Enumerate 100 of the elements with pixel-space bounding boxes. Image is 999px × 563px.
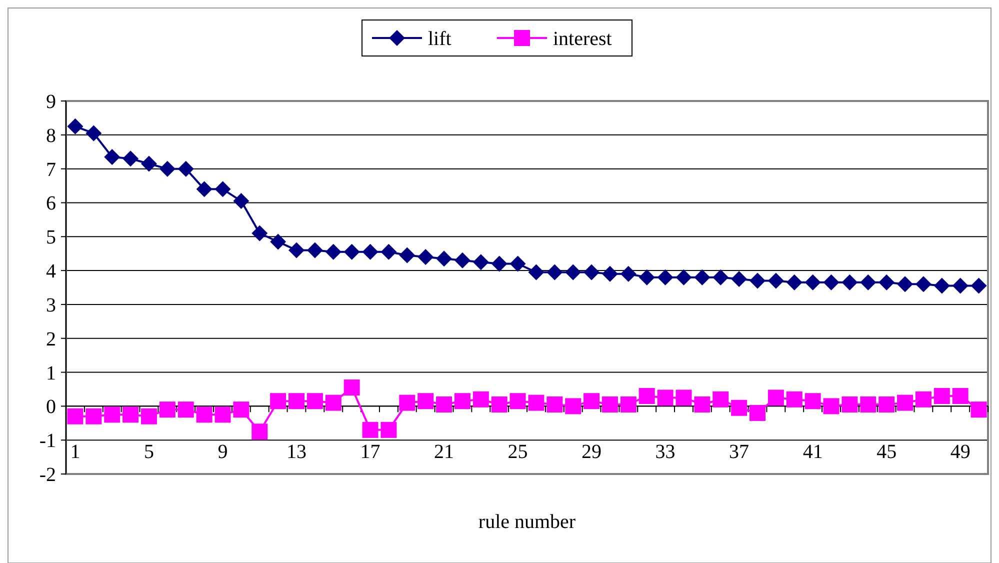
point (362, 244, 378, 260)
point (878, 396, 895, 412)
point (306, 242, 323, 258)
point (288, 393, 304, 410)
point (233, 193, 250, 210)
point (270, 393, 286, 410)
point (823, 274, 840, 290)
point (491, 256, 508, 272)
x-tick-label: 37 (729, 441, 750, 464)
point (140, 156, 157, 172)
point (842, 396, 858, 412)
point (786, 274, 802, 290)
point (454, 393, 470, 410)
y-tick-label: 0 (46, 396, 56, 418)
point (768, 390, 784, 406)
x-tick-label: 41 (802, 441, 823, 464)
point (657, 269, 674, 286)
point (657, 390, 674, 406)
point (122, 150, 139, 167)
point (897, 276, 914, 292)
point (768, 272, 784, 289)
point (731, 271, 748, 288)
x-tick-label: 45 (876, 441, 897, 464)
point (712, 269, 729, 286)
point (418, 248, 434, 265)
point (344, 244, 360, 260)
point (510, 393, 526, 410)
point (952, 278, 968, 294)
point (436, 396, 452, 412)
point (159, 402, 176, 418)
x-tick-label: 17 (360, 441, 380, 464)
point (104, 148, 120, 165)
point (86, 408, 102, 424)
legend-label: interest (553, 28, 612, 50)
point (676, 390, 692, 406)
point (528, 264, 544, 280)
point (823, 398, 840, 414)
point (712, 391, 729, 408)
point (380, 244, 397, 260)
y-tick-label: 3 (46, 294, 56, 316)
point (196, 406, 212, 423)
x-tick-label: 33 (655, 441, 676, 464)
point (970, 402, 987, 418)
point (325, 394, 342, 411)
point (602, 266, 618, 282)
point (565, 398, 582, 414)
point (418, 393, 434, 410)
point (915, 276, 932, 292)
point (952, 388, 968, 404)
point (196, 181, 212, 198)
point (584, 393, 600, 410)
point (67, 118, 84, 134)
point (214, 181, 231, 198)
point (67, 408, 84, 424)
point (288, 242, 304, 258)
point (306, 393, 323, 410)
y-tick-label: 9 (46, 91, 56, 113)
point (454, 252, 470, 268)
x-tick-label: 1 (70, 441, 80, 464)
x-tick-label: 25 (508, 441, 528, 464)
point (638, 388, 655, 404)
x-tick-label: 9 (218, 441, 228, 464)
legend-label: lift (428, 28, 452, 50)
y-tick-label: 7 (46, 158, 56, 181)
point (362, 422, 378, 438)
point (178, 402, 194, 418)
point (804, 274, 821, 290)
y-tick-label: 2 (46, 328, 56, 350)
point (122, 406, 139, 423)
point (436, 250, 452, 267)
point (546, 264, 563, 280)
point (472, 391, 489, 408)
point (399, 394, 416, 411)
point (325, 244, 342, 260)
point (344, 380, 360, 396)
point (546, 396, 563, 412)
point (104, 406, 120, 423)
point (860, 274, 876, 290)
point (694, 396, 710, 412)
point (620, 266, 636, 282)
point (528, 394, 544, 411)
y-tick-label: 8 (46, 124, 56, 147)
y-tick-label: 5 (46, 226, 56, 249)
point (915, 391, 932, 408)
x-axis-title: rule number (478, 511, 576, 533)
point (731, 400, 748, 416)
y-tick-label: -1 (39, 430, 56, 452)
point (804, 393, 821, 410)
point (934, 278, 950, 294)
x-tick-label: 21 (434, 441, 454, 464)
point (252, 424, 268, 440)
point (970, 278, 987, 294)
y-tick-label: 1 (46, 362, 56, 384)
point (159, 160, 176, 177)
x-tick-label: 13 (286, 441, 306, 464)
y-tick-label: 6 (46, 192, 56, 215)
point (638, 269, 655, 286)
point (842, 274, 858, 290)
point (214, 406, 231, 423)
x-tick-label: 49 (950, 441, 970, 464)
